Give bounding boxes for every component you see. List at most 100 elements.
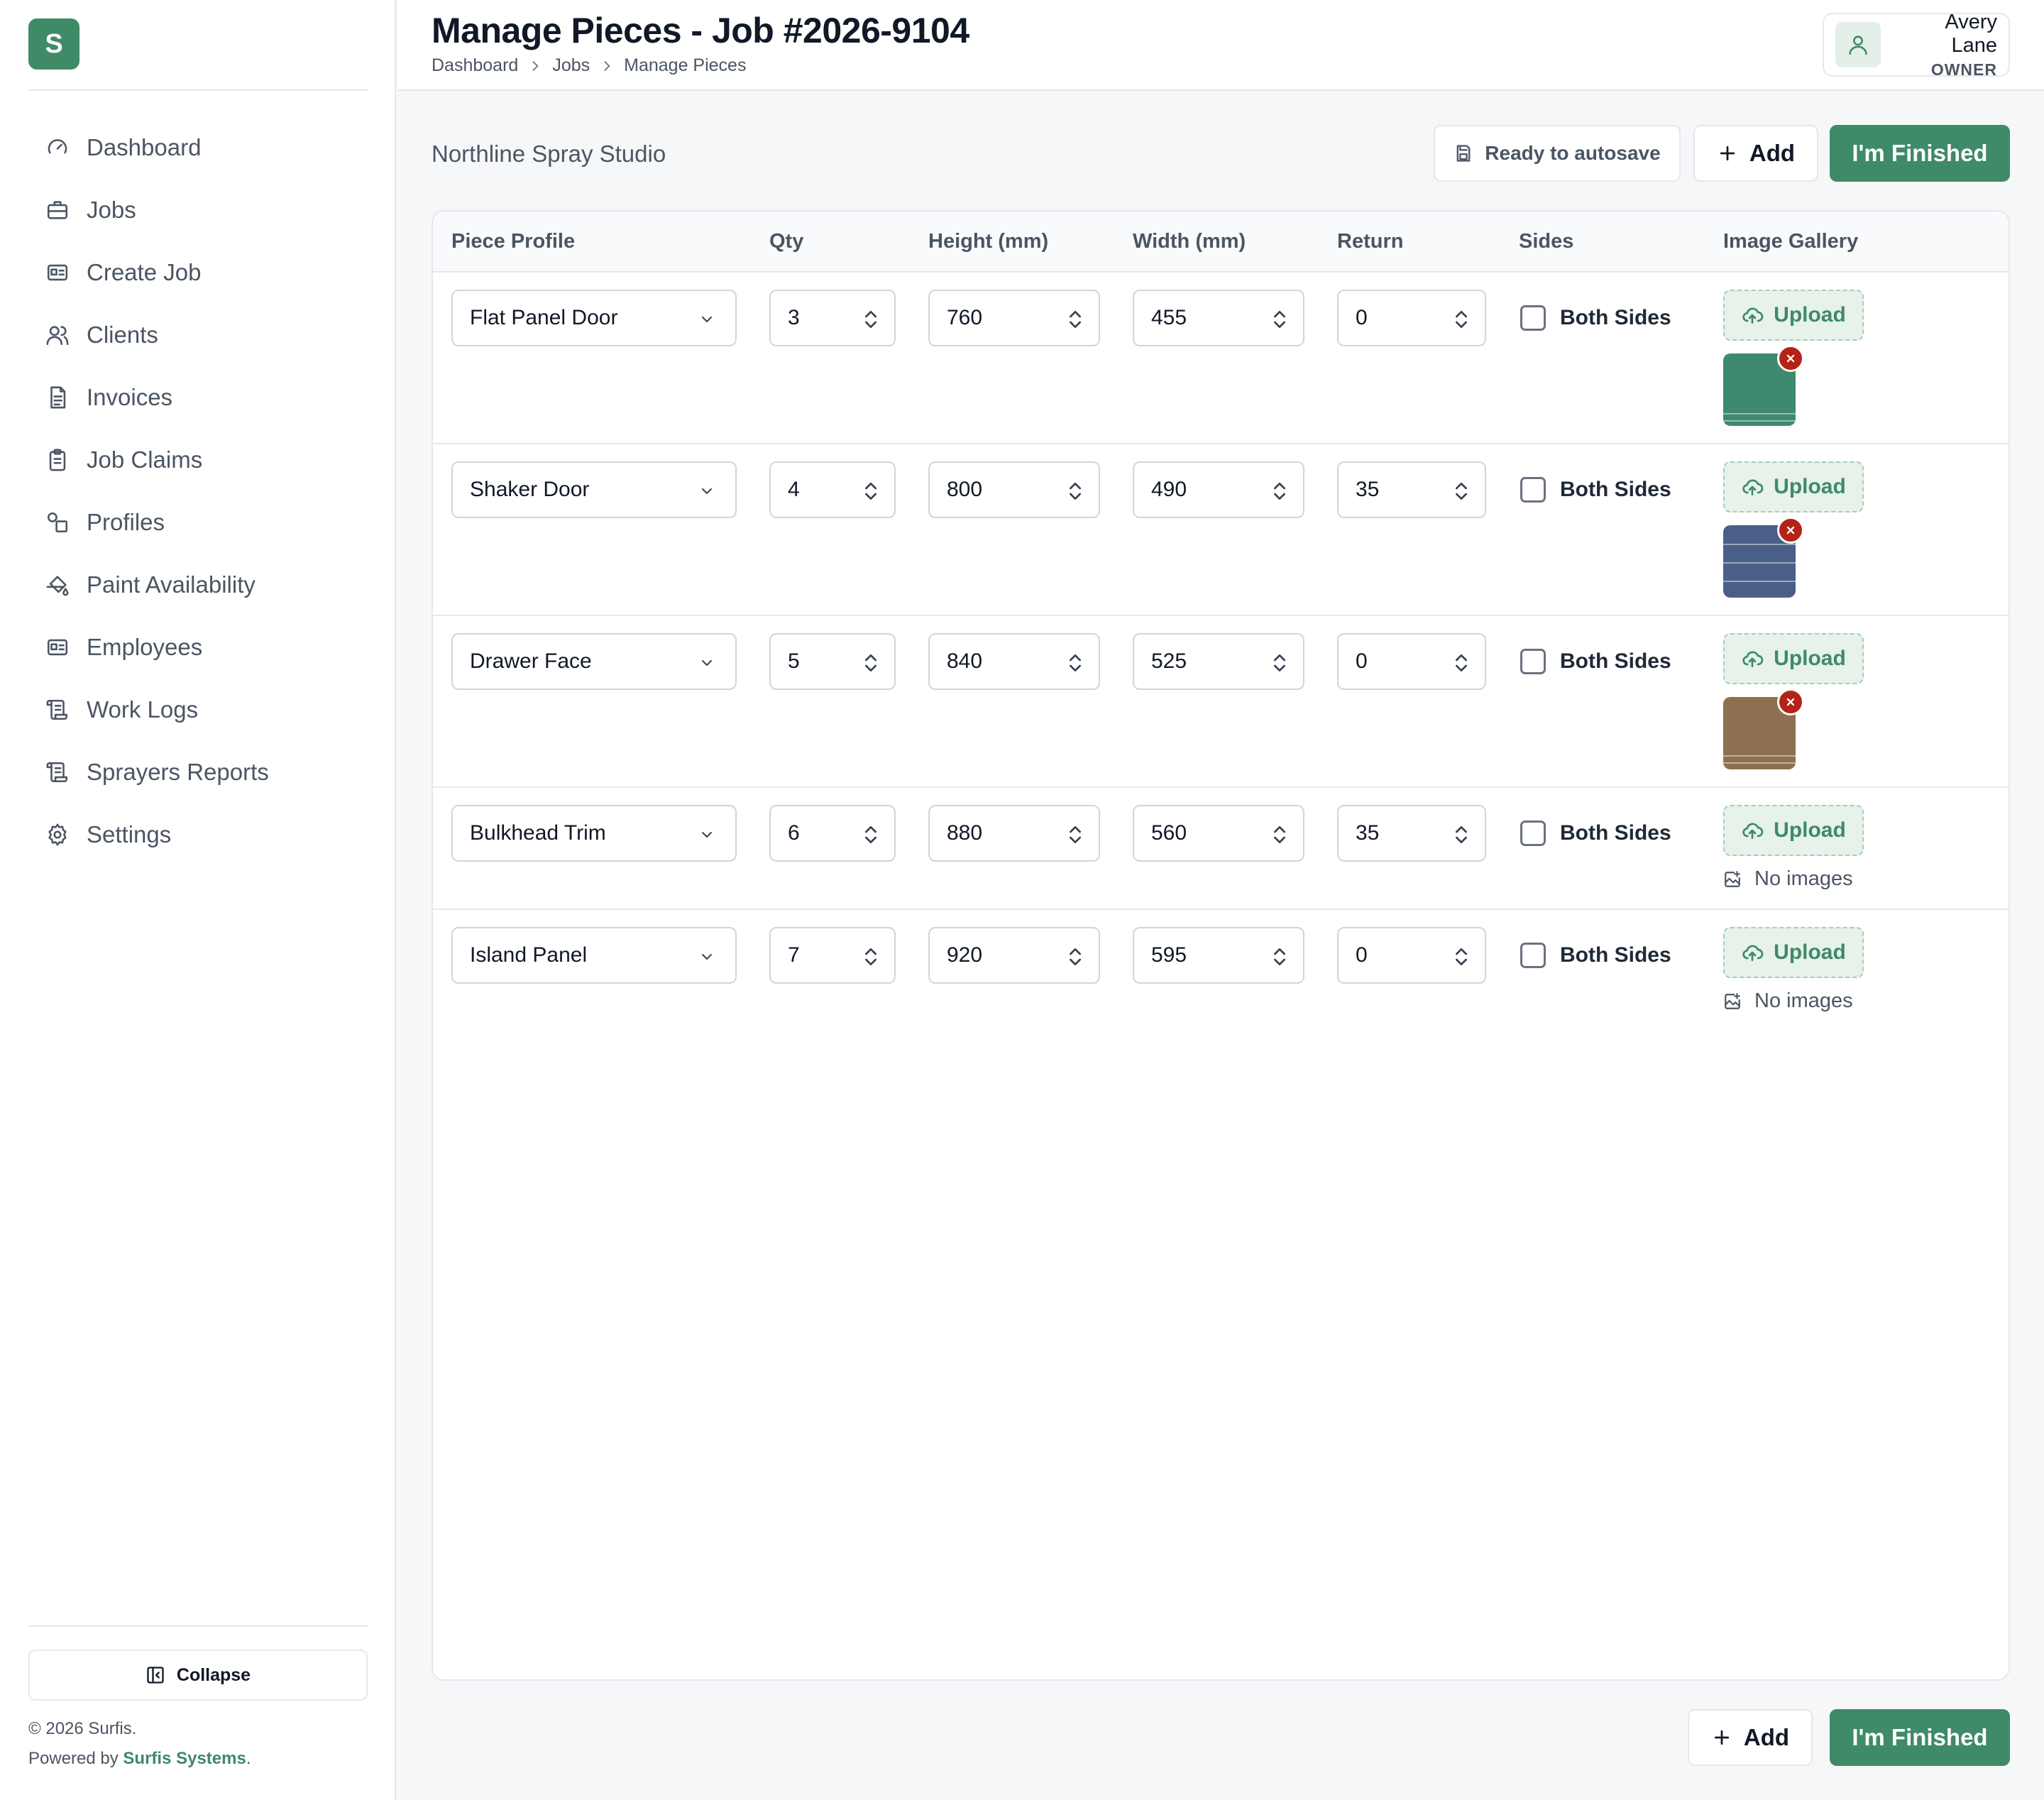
both-sides-toggle[interactable]: Both Sides <box>1520 649 1671 674</box>
piece-profile-select[interactable]: Drawer Face <box>451 633 737 690</box>
width-input[interactable]: 595 <box>1133 927 1304 984</box>
return-input[interactable]: 35 <box>1337 461 1486 518</box>
both-sides-checkbox[interactable] <box>1520 649 1546 674</box>
upload-button[interactable]: Upload <box>1723 805 1864 856</box>
sidebar-item-jobs[interactable]: Jobs <box>28 179 368 241</box>
finish-button[interactable]: I'm Finished <box>1830 125 2010 182</box>
width-input[interactable]: 525 <box>1133 633 1304 690</box>
add-piece-button[interactable]: Add <box>1693 125 1818 182</box>
remove-image-button[interactable] <box>1777 688 1804 715</box>
remove-image-button[interactable] <box>1777 517 1804 544</box>
qty-input[interactable]: 4 <box>769 461 896 518</box>
both-sides-toggle[interactable]: Both Sides <box>1520 821 1671 846</box>
remove-image-button[interactable] <box>1777 345 1804 372</box>
qty-input[interactable]: 6 <box>769 805 896 862</box>
sidebar-divider <box>28 1625 368 1627</box>
qty-input[interactable]: 7 <box>769 927 896 984</box>
height-input[interactable]: 760 <box>928 290 1100 346</box>
return-input[interactable]: 0 <box>1337 633 1486 690</box>
piece-profile-select[interactable]: Shaker Door <box>451 461 737 518</box>
sidebar-item-label: Jobs <box>87 197 136 223</box>
column-header-profile: Piece Profile <box>451 230 576 253</box>
user-menu[interactable]: Avery Lane OWNER <box>1823 11 2010 79</box>
sidebar-item-settings[interactable]: Settings <box>28 803 368 866</box>
both-sides-toggle[interactable]: Both Sides <box>1520 943 1671 968</box>
sidebar-item-work-logs[interactable]: Work Logs <box>28 679 368 741</box>
height-input[interactable]: 800 <box>928 461 1100 518</box>
cloud-upload-icon <box>1742 479 1764 495</box>
upload-button[interactable]: Upload <box>1723 633 1864 684</box>
gear-icon <box>48 823 67 846</box>
piece-profile-select[interactable]: Bulkhead Trim <box>451 805 737 862</box>
piece-profile-select[interactable]: Island Panel <box>451 927 737 984</box>
width-input[interactable]: 560 <box>1133 805 1304 862</box>
upload-button[interactable]: Upload <box>1723 461 1864 512</box>
breadcrumb-jobs[interactable]: Jobs <box>552 55 590 75</box>
qty-value: 4 <box>788 478 800 501</box>
sidebar-item-label: Profiles <box>87 509 165 535</box>
qty-input[interactable]: 5 <box>769 633 896 690</box>
sidebar-item-job-claims[interactable]: Job Claims <box>28 429 368 491</box>
stepper-icon[interactable] <box>1067 945 1083 968</box>
sidebar-item-profiles[interactable]: Profiles <box>28 491 368 554</box>
return-input[interactable]: 35 <box>1337 805 1486 862</box>
stepper-icon[interactable] <box>1272 823 1287 846</box>
height-input[interactable]: 840 <box>928 633 1100 690</box>
stepper-icon[interactable] <box>1454 652 1469 674</box>
width-input[interactable]: 455 <box>1133 290 1304 346</box>
sidebar-item-dashboard[interactable]: Dashboard <box>28 116 368 179</box>
collapse-button[interactable]: Collapse <box>28 1650 368 1701</box>
close-icon <box>1786 354 1795 363</box>
upload-button[interactable]: Upload <box>1723 290 1864 341</box>
stepper-icon[interactable] <box>863 308 879 331</box>
both-sides-checkbox[interactable] <box>1520 943 1546 968</box>
add-piece-button-bottom[interactable]: Add <box>1688 1709 1813 1766</box>
breadcrumb-manage-pieces: Manage Pieces <box>624 55 747 75</box>
height-input[interactable]: 920 <box>928 927 1100 984</box>
surfis-systems-link[interactable]: Surfis Systems <box>123 1749 246 1768</box>
cloud-upload-icon <box>1742 651 1764 667</box>
id-card-icon <box>47 264 68 281</box>
return-input[interactable]: 0 <box>1337 290 1486 346</box>
stepper-icon[interactable] <box>1272 945 1287 968</box>
stepper-icon[interactable] <box>1272 480 1287 503</box>
stepper-icon[interactable] <box>863 480 879 503</box>
both-sides-toggle[interactable]: Both Sides <box>1520 477 1671 503</box>
stepper-icon[interactable] <box>1454 480 1469 503</box>
both-sides-checkbox[interactable] <box>1520 305 1546 331</box>
return-input[interactable]: 0 <box>1337 927 1486 984</box>
stepper-icon[interactable] <box>1454 945 1469 968</box>
both-sides-checkbox[interactable] <box>1520 821 1546 846</box>
sidebar-item-clients[interactable]: Clients <box>28 304 368 366</box>
table-row: Shaker Door 4 800 490 35 Both Sides Uplo… <box>433 444 2009 616</box>
qty-input[interactable]: 3 <box>769 290 896 346</box>
piece-profile-select[interactable]: Flat Panel Door <box>451 290 737 346</box>
stepper-icon[interactable] <box>1067 480 1083 503</box>
sidebar-item-sprayers-reports[interactable]: Sprayers Reports <box>28 741 368 803</box>
finish-label: I'm Finished <box>1852 140 1988 166</box>
sidebar-item-paint-availability[interactable]: Paint Availability <box>28 554 368 616</box>
column-header-return: Return <box>1337 230 1404 253</box>
breadcrumb-dashboard[interactable]: Dashboard <box>432 55 519 75</box>
height-input[interactable]: 880 <box>928 805 1100 862</box>
both-sides-checkbox[interactable] <box>1520 477 1546 503</box>
width-input[interactable]: 490 <box>1133 461 1304 518</box>
both-sides-toggle[interactable]: Both Sides <box>1520 305 1671 331</box>
upload-button[interactable]: Upload <box>1723 927 1864 978</box>
sidebar-item-create-job[interactable]: Create Job <box>28 241 368 304</box>
stepper-icon[interactable] <box>1272 308 1287 331</box>
stepper-icon[interactable] <box>863 652 879 674</box>
height-value: 840 <box>947 649 983 673</box>
stepper-icon[interactable] <box>863 945 879 968</box>
stepper-icon[interactable] <box>1067 308 1083 331</box>
sidebar-item-employees[interactable]: Employees <box>28 616 368 679</box>
finish-button-bottom[interactable]: I'm Finished <box>1830 1709 2010 1766</box>
sidebar-item-invoices[interactable]: Invoices <box>28 366 368 429</box>
stepper-icon[interactable] <box>1454 823 1469 846</box>
stepper-icon[interactable] <box>1067 823 1083 846</box>
stepper-icon[interactable] <box>1272 652 1287 674</box>
app-logo[interactable]: S <box>28 18 79 70</box>
stepper-icon[interactable] <box>1454 308 1469 331</box>
stepper-icon[interactable] <box>863 823 879 846</box>
stepper-icon[interactable] <box>1067 652 1083 674</box>
